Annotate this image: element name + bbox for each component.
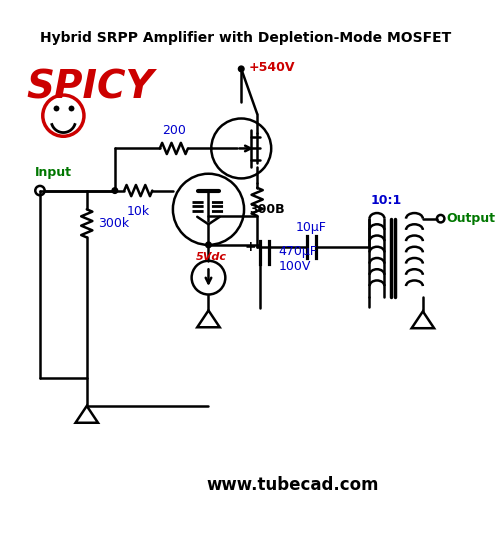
Text: SPICY: SPICY	[26, 69, 154, 107]
Circle shape	[206, 242, 212, 247]
Circle shape	[238, 66, 244, 72]
Text: 300k: 300k	[98, 217, 129, 230]
Text: 470μF
100V: 470μF 100V	[278, 245, 318, 273]
Text: +540V: +540V	[248, 60, 295, 74]
Text: Hybrid SRPP Amplifier with Depletion-Mode MOSFET: Hybrid SRPP Amplifier with Depletion-Mod…	[40, 32, 452, 45]
Text: 10k: 10k	[126, 204, 150, 217]
Text: 10:1: 10:1	[370, 195, 402, 208]
Text: +: +	[245, 240, 256, 254]
Text: 200: 200	[162, 124, 186, 137]
Text: 300B: 300B	[248, 203, 284, 216]
Circle shape	[112, 188, 117, 193]
Text: www.tubecad.com: www.tubecad.com	[206, 476, 379, 494]
Text: Input: Input	[36, 166, 72, 179]
Text: 10μF: 10μF	[296, 221, 327, 234]
Text: 5Vdc: 5Vdc	[196, 252, 227, 262]
Text: Output: Output	[446, 212, 496, 225]
